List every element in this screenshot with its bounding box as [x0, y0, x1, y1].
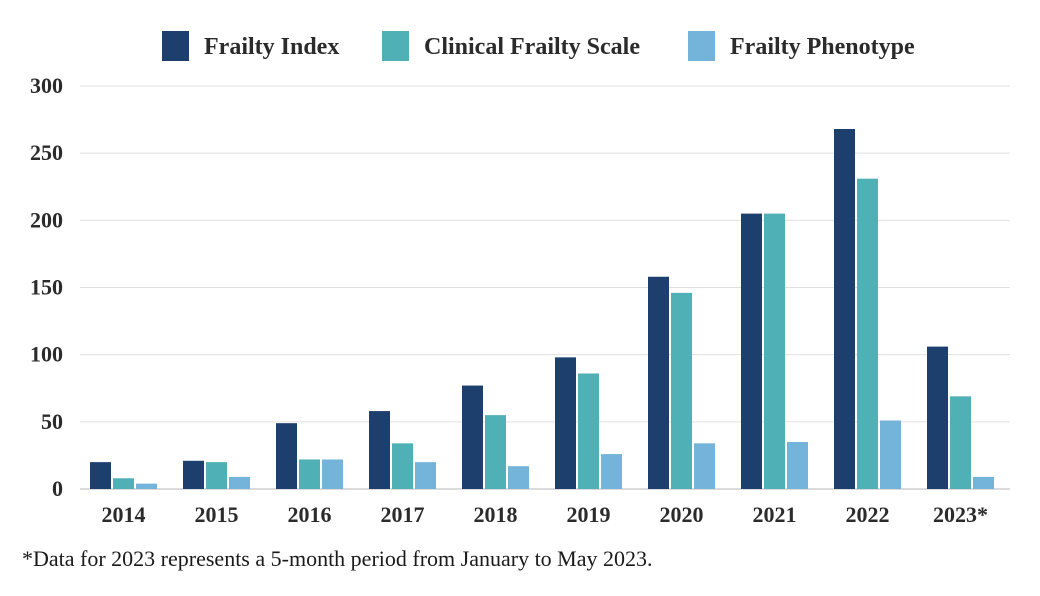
bar-frailty-phenotype-2023: [973, 476, 994, 489]
bar-frailty-phenotype-2019: [601, 454, 622, 489]
bar-frailty-phenotype-2014: [136, 483, 157, 489]
legend-label: Frailty Phenotype: [730, 34, 915, 60]
bar-frailty-phenotype-2016: [322, 459, 343, 489]
x-tick-label: 2019: [567, 502, 611, 527]
x-tick-label: 2022: [846, 502, 890, 527]
bar-frailty-index-2019: [555, 357, 576, 489]
bar-frailty-index-2023: [927, 346, 948, 489]
bar-frailty-index-2020: [648, 276, 669, 489]
y-tick-label: 0: [52, 476, 63, 501]
bar-frailty-phenotype-2017: [415, 462, 436, 489]
bar-clinical-frailty-scale-2020: [671, 292, 692, 489]
bar-frailty-phenotype-2021: [787, 441, 808, 489]
bar-frailty-index-2018: [462, 385, 483, 489]
bar-clinical-frailty-scale-2014: [113, 478, 134, 489]
x-tick-label: 2018: [474, 502, 518, 527]
x-tick-label: 2016: [288, 502, 332, 527]
bar-frailty-index-2014: [90, 462, 111, 489]
y-tick-label: 250: [30, 140, 63, 165]
bars: [90, 128, 994, 489]
x-tick-label: 2014: [102, 502, 146, 527]
chart-footnote: *Data for 2023 represents a 5-month peri…: [22, 546, 653, 571]
bar-frailty-phenotype-2022: [880, 420, 901, 489]
bar-clinical-frailty-scale-2022: [857, 178, 878, 489]
bar-frailty-index-2015: [183, 460, 204, 489]
legend-swatch: [162, 31, 189, 61]
bar-clinical-frailty-scale-2017: [392, 443, 413, 489]
bar-frailty-phenotype-2018: [508, 466, 529, 489]
legend-label: Clinical Frailty Scale: [424, 34, 640, 60]
bar-clinical-frailty-scale-2015: [206, 462, 227, 489]
legend: Frailty Index Clinical Frailty Scale Frail…: [162, 31, 915, 61]
x-tick-label: 2023*: [933, 502, 988, 527]
y-tick-label: 150: [30, 275, 63, 300]
bar-frailty-index-2017: [369, 411, 390, 489]
y-tick-label: 300: [30, 73, 63, 98]
bar-clinical-frailty-scale-2023: [950, 396, 971, 489]
bar-frailty-phenotype-2015: [229, 476, 250, 489]
x-tick-label: 2020: [660, 502, 704, 527]
x-axis-ticks: 2014 2015 2016 2017 2018 2019 2020 2021 2022 2023…: [102, 502, 989, 527]
bar-frailty-index-2016: [276, 423, 297, 489]
bar-frailty-index-2022: [834, 128, 855, 489]
y-tick-label: 50: [41, 409, 63, 434]
bar-clinical-frailty-scale-2019: [578, 373, 599, 489]
legend-swatch: [382, 31, 409, 61]
x-tick-label: 2021: [753, 502, 797, 527]
x-tick-label: 2017: [381, 502, 425, 527]
legend-swatch: [688, 31, 715, 61]
legend-label: Frailty Index: [204, 34, 339, 60]
bar-clinical-frailty-scale-2016: [299, 459, 320, 489]
bar-clinical-frailty-scale-2021: [764, 213, 785, 489]
y-axis-ticks: 0 50 100 150 200 250 300: [30, 73, 63, 501]
bar-clinical-frailty-scale-2018: [485, 415, 506, 489]
bar-frailty-index-2021: [741, 213, 762, 489]
y-tick-label: 200: [30, 207, 63, 232]
y-tick-label: 100: [30, 342, 63, 367]
x-tick-label: 2015: [195, 502, 239, 527]
bar-frailty-phenotype-2020: [694, 443, 715, 489]
